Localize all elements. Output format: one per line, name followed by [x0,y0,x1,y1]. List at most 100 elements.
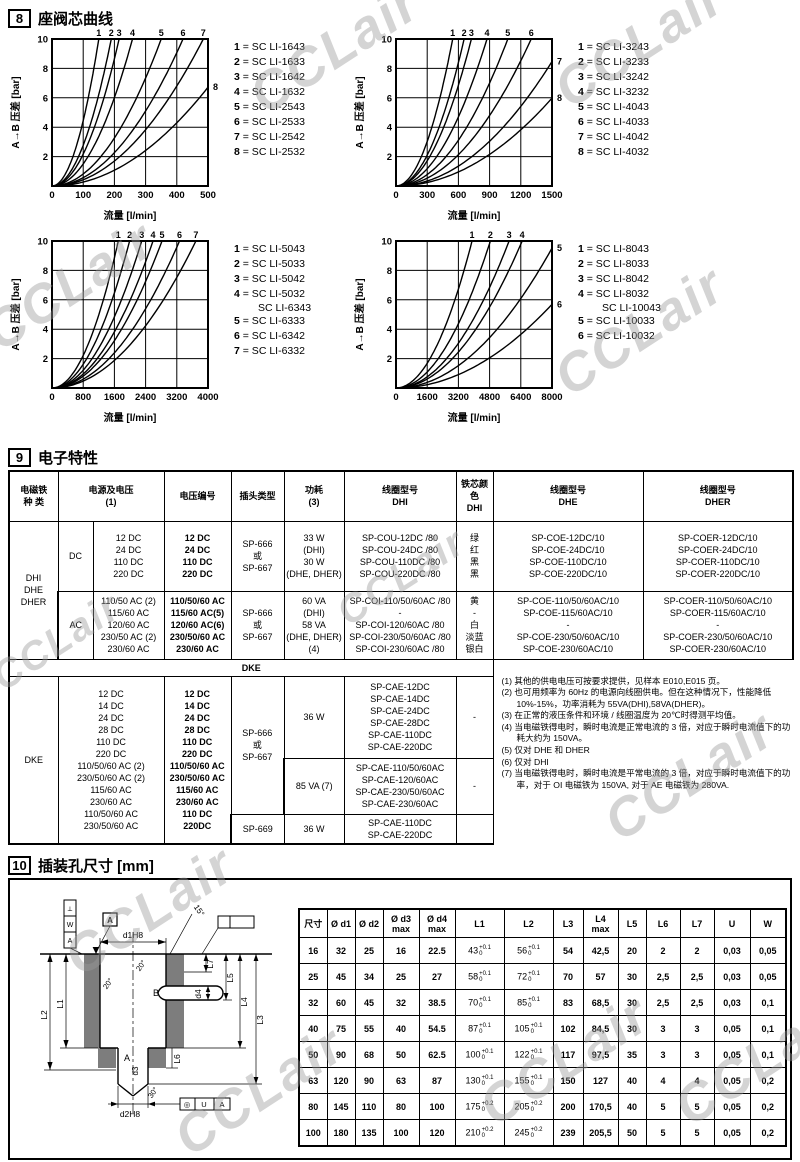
header-cell: L6 [645,908,681,938]
note-item: (4) 当电磁铁得电时，瞬时电流是正常电流的 3 倍，对应于瞬时电流值下的功耗大… [501,721,791,744]
dimension-cell: 80 [382,1093,420,1120]
section-8-title: 8 座阀芯曲线 [8,8,113,29]
svg-text:10: 10 [381,35,392,46]
dimension-cell: 32 [382,989,420,1016]
legend-item: 7 = SC LI-2542 [234,131,305,143]
dimension-cell: 3 [645,1015,681,1042]
dimension-cell: 42,5 [582,937,619,964]
legend-item: 1 = SC LI-1643 [234,41,305,53]
legend-item: 2 = SC LI-5033 [234,258,305,270]
dimension-cell: 150 [552,1067,584,1094]
dimension-cell: 0,05 [713,1015,751,1042]
svg-text:2: 2 [462,28,467,38]
note-item: (2) 也可用频率为 60Hz 的电源向线圈供电。但在这种情况下，性能降低 10… [501,687,772,709]
cell-power: 36 W [283,813,345,845]
svg-text:5: 5 [159,230,164,240]
svg-text:A→B 压差 [bar]: A→B 压差 [bar] [9,76,22,148]
legend-item: 4 = SC LI-5032 SC LI-6343 [234,288,312,314]
header-cell: U [713,908,751,938]
dimension-cell: 0,05 [713,1119,751,1147]
cell-plug: SP-666 或 SP-667 [230,520,285,592]
dimension-cell: 0,1 [749,1015,787,1042]
header-cell: Ø d3 max [382,908,420,938]
svg-text:5: 5 [557,243,562,253]
body-sections [84,954,184,1068]
svg-text:3: 3 [117,28,122,38]
svg-text:流量 [l/min]: 流量 [l/min] [104,209,157,222]
chart-block-3: 0 800 1600 2400 3200 4000 2 4 6 8 10 1 2 3 4 5 6 7 流量 [l/m… [8,228,311,426]
dimension-cell: 2,5 [645,963,681,990]
l5-label: L5 [225,973,235,983]
svg-text:4: 4 [130,28,135,38]
dimension-cell: 87 [418,1067,456,1094]
cell-code: 12 DC 24 DC 110 DC 220 DC [163,520,232,592]
cell-core-color: 黄 - 白 淡蓝 银白 [455,590,494,660]
section-label: 座阀芯曲线 [38,11,114,28]
dimension-cell: 245 +0.2 0 [503,1119,554,1147]
svg-text:10: 10 [37,35,48,46]
dimension-cell: 130 +0.1 0 [454,1067,505,1094]
cell-coil-dher: SP-COER-12DC/10 SP-COER-24DC/10 SP-COER-… [642,520,795,592]
svg-text:A→B 压差 [bar]: A→B 压差 [bar] [353,278,366,350]
header-cell: 尺寸 [298,908,328,938]
legend-item: 6 = SC LI-10032 [578,330,655,342]
svg-text:4: 4 [43,325,49,336]
dimension-cell: 40 [617,1067,647,1094]
dimension-cell: 4 [645,1067,681,1094]
l7-label: L7 [205,959,215,969]
legend-item: 6 = SC LI-6342 [234,330,305,342]
dimension-cell: 3 [645,1041,681,1068]
cell-core-color: 绿 红 黑 黑 [455,520,494,592]
cell-power: 36 W [283,675,345,759]
svg-text:300: 300 [419,190,435,201]
legend-item: 3 = SC LI-1642 [234,71,305,83]
dimension-cell: 40 [298,1015,328,1042]
l6-label: L6 [172,1054,182,1064]
table-row: 63 120 90 63 87 130 +0.1 0 155 +0.1 0 150 127 40 4 4 0,0… [298,1067,787,1094]
table-band-row: DKE (1) 其他的供电电压可按要求提供，见样本 E010,E015 页。 (2… [7,658,793,790]
dimension-cell: 50 [617,1119,647,1147]
table-row: 16 32 25 16 22.5 43 +0.1 0 56 +0.1 0 54 42,5 20 2 2 0,03… [298,937,787,964]
dimension-cell: 40 [382,1015,420,1042]
cell-coil-dhi: SP-COI-110/50/60AC /80 - SP-COI-120/60AC… [343,590,457,660]
dimension-cell: 32 [298,989,328,1016]
perpendicularity-tolerance-frame: ⟂ W A [63,899,77,949]
dimension-cell: 30 [617,989,647,1016]
dimension-cell: 205,5 [582,1119,619,1147]
d1-dimension-label: d1H8 [123,930,144,940]
svg-text:2400: 2400 [135,392,156,403]
svg-text:流量 [l/min]: 流量 [l/min] [448,209,501,222]
dimension-cell: 3 [679,1015,715,1042]
dimension-cell: 0,03 [713,963,751,990]
header-cell: L4 max [582,908,619,938]
cell-code: 12 DC 14 DC 24 DC 28 DC 110 DC 220 DC 11… [163,675,232,845]
svg-text:4: 4 [387,325,393,336]
svg-text:4: 4 [151,230,156,240]
angle-20-label: 20° [101,976,115,990]
svg-text:1: 1 [116,230,121,240]
dimension-cell: 32 [326,937,356,964]
dimension-cell: 2 [645,937,681,964]
svg-text:7: 7 [557,57,562,67]
port-a-label: A [124,1053,130,1063]
svg-text:2: 2 [43,354,48,365]
section-label: 电子特性 [38,450,99,467]
dimension-cell: 58 +0.1 0 [454,963,505,990]
svg-text:300: 300 [138,190,154,201]
dimension-cell: 0,05 [713,1067,751,1094]
svg-text:4800: 4800 [479,392,500,403]
dimension-cell: 40 [617,1093,647,1120]
tolerance-value: U [201,1100,206,1109]
d3-label: d3 [131,1066,140,1075]
cell-coil-dhi: SP-COU-12DC /80 SP-COU-24DC /80 SP-COU-1… [343,520,457,592]
dimension-cell: 62.5 [418,1041,456,1068]
cell-plug: SP-669 [230,813,285,845]
dimension-cell: 0,03 [713,989,751,1016]
legend-item: 7 = SC LI-4042 [578,131,649,143]
dimension-cell: 3 [679,1041,715,1068]
dimension-cell: 22.5 [418,937,456,964]
cell-power: 33 W (DHI) 30 W (DHE, DHER) [283,520,345,592]
svg-text:8000: 8000 [541,392,562,403]
cell-power: 85 VA (7) [283,757,345,815]
